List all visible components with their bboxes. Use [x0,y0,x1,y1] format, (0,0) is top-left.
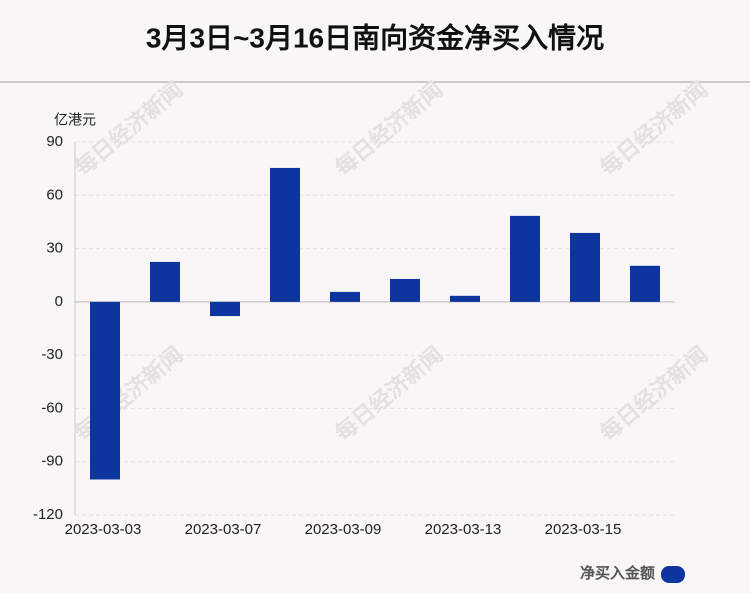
y-tick-label: 0 [55,293,63,310]
x-tick-label: 2023-03-03 [65,521,142,538]
x-tick-label: 2023-03-07 [185,521,262,538]
y-tick-label: 90 [46,133,63,150]
y-tick-label: 60 [46,186,63,203]
legend-label: 净买入金额 [580,564,655,582]
bar [270,167,300,302]
y-tick-label: 30 [46,240,63,257]
bar [630,265,660,302]
bar [450,295,480,302]
bar [330,291,360,302]
bar [510,215,540,302]
y-tick-label: -30 [41,346,63,363]
bar [570,232,600,302]
y-axis-unit: 亿港元 [54,112,96,128]
x-tick-label: 2023-03-09 [305,521,382,538]
y-tick-label: -90 [41,453,63,470]
y-tick-label: -120 [33,506,63,523]
y-tick-label: -60 [41,399,63,416]
x-tick-label: 2023-03-13 [425,521,502,538]
legend-swatch [661,566,685,583]
bar [210,301,240,317]
chart-title: 3月3日~3月16日南向资金净买入情况 [146,21,604,53]
bar [390,278,420,302]
bar [150,261,180,302]
x-tick-label: 2023-03-15 [545,521,622,538]
bar [90,301,120,480]
